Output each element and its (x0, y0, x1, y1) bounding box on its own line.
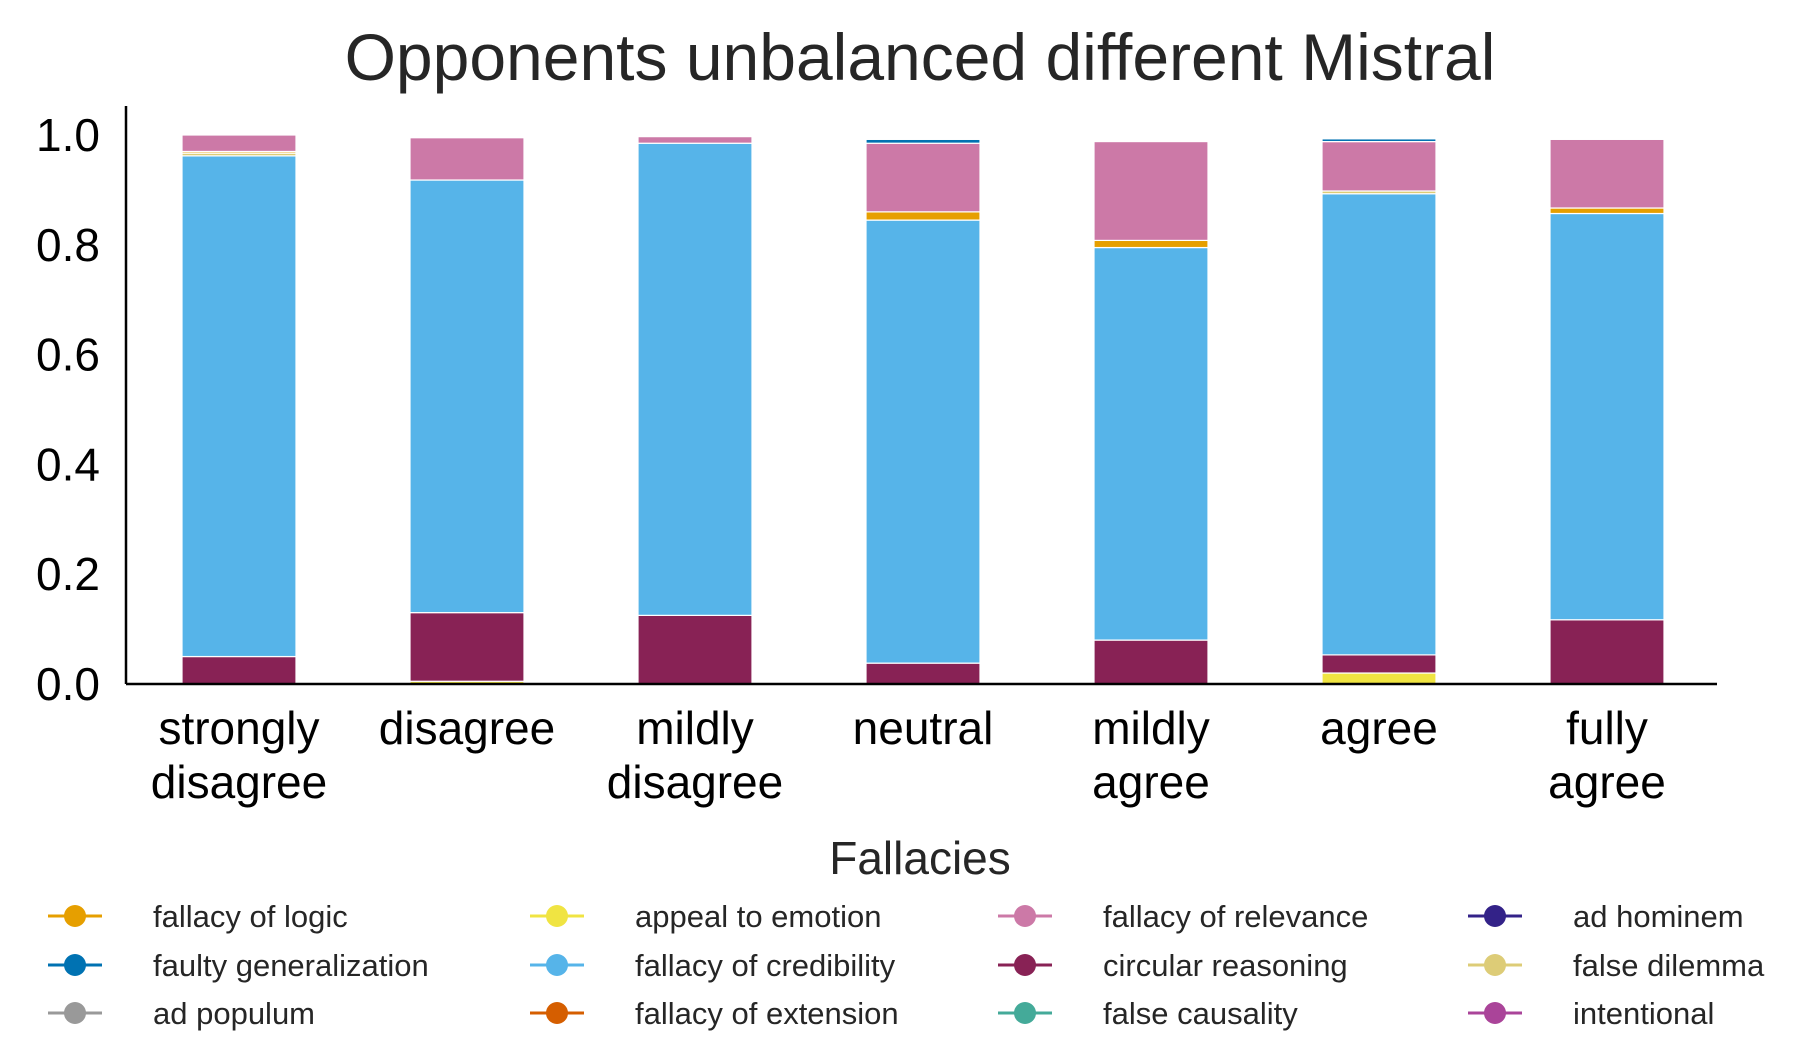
legend-marker-icon (546, 1002, 568, 1024)
x-tick-label-neutral: neutral (853, 702, 994, 754)
bar-segment-fallacy-of-logic-neutral (865, 211, 981, 221)
legend-item-ad-populum: ad populum (48, 996, 315, 1031)
legend-marker-icon (1014, 905, 1036, 927)
bar-segment-faulty-generalization-agree (1321, 138, 1437, 143)
y-tick-label: 0.2 (36, 548, 100, 600)
bar-segment-fallacy-of-logic-fully-agree (1549, 207, 1665, 215)
bar-segment-fallacy-of-credibility-disagree (409, 179, 525, 614)
legend-label: appeal to emotion (635, 899, 881, 934)
x-tick-label-strongly-disagree: strongly disagree (151, 702, 327, 808)
legend-label: fallacy of extension (635, 996, 899, 1031)
legend-label: fallacy of credibility (635, 948, 896, 983)
legend-item-fallacy-of-extension: fallacy of extension (530, 996, 899, 1031)
bar-segment-circular-reasoning-mildly-agree (1093, 639, 1209, 685)
legend-marker-icon (64, 905, 86, 927)
legend-item-fallacy-of-credibility: fallacy of credibility (530, 948, 896, 983)
legend-item-fallacy-of-relevance: fallacy of relevance (998, 899, 1368, 934)
legend-item-fallacy-of-logic: fallacy of logic (48, 899, 348, 934)
legend-marker-icon (1484, 954, 1506, 976)
legend-label: fallacy of logic (153, 899, 348, 934)
legend-marker-icon (1014, 1002, 1036, 1024)
x-tick-label-mildly-agree: mildly agree (1092, 702, 1210, 808)
bar-segment-circular-reasoning-strongly-disagree (181, 655, 297, 685)
bar-segment-fallacy-of-relevance-mildly-disagree (637, 136, 753, 144)
legend-label: false dilemma (1573, 948, 1765, 983)
legend-item-appeal-to-emotion: appeal to emotion (530, 899, 881, 934)
legend-marker-icon (1484, 905, 1506, 927)
bar-segment-fallacy-of-relevance-strongly-disagree (181, 134, 297, 153)
legend-label: ad populum (153, 996, 315, 1031)
bar-segment-circular-reasoning-fully-agree (1549, 619, 1665, 685)
bar-segment-fallacy-of-credibility-mildly-agree (1093, 246, 1209, 641)
legend-marker-icon (546, 905, 568, 927)
bar-segment-fallacy-of-relevance-fully-agree (1549, 138, 1665, 209)
axes-layer: 0.0 0.2 0.4 0.6 0.8 1.0 strongly disagree disagr… (36, 106, 1717, 808)
y-tick-label: 0.0 (36, 658, 100, 710)
bar-segment-faulty-generalization-neutral (865, 138, 981, 144)
legend-label: ad hominem (1573, 899, 1744, 934)
x-tick-label-agree: agree (1320, 702, 1438, 754)
bar-segment-fallacy-of-credibility-fully-agree (1549, 212, 1665, 621)
legend-item-intentional: intentional (1468, 996, 1714, 1031)
legend-item-faulty-generalization: faulty generalization (48, 948, 429, 983)
bar-segment-circular-reasoning-mildly-disagree (637, 614, 753, 685)
y-tick-label: 0.6 (36, 329, 100, 381)
bar-segment-fallacy-of-credibility-neutral (865, 219, 981, 664)
legend-item-false-dilemma: false dilemma (1468, 948, 1765, 983)
legend-label: circular reasoning (1103, 948, 1348, 983)
bar-segment-circular-reasoning-agree (1321, 654, 1437, 674)
legend-label: fallacy of relevance (1103, 899, 1368, 934)
bar-segment-fallacy-of-credibility-mildly-disagree (637, 142, 753, 616)
bar-segment-circular-reasoning-neutral (865, 662, 981, 685)
bar-segment-fallacy-of-relevance-mildly-agree (1093, 140, 1209, 242)
y-tick-label: 0.8 (36, 219, 100, 271)
legend-item-circular-reasoning: circular reasoning (998, 948, 1348, 983)
legend-marker-icon (1014, 954, 1036, 976)
legend: Fallacies fallacy of logic faulty general… (48, 832, 1765, 1031)
x-tick-label-mildly-disagree: mildly disagree (607, 702, 783, 808)
bar-segment-fallacy-of-credibility-strongly-disagree (181, 155, 297, 658)
x-tick-label-fully-agree: fully agree (1548, 702, 1666, 808)
bar-segment-fallacy-of-credibility-agree (1321, 193, 1437, 656)
legend-title: Fallacies (829, 832, 1011, 884)
bar-segment-circular-reasoning-disagree (409, 612, 525, 682)
legend-label: false causality (1103, 996, 1298, 1031)
legend-marker-icon (1484, 1002, 1506, 1024)
legend-item-false-causality: false causality (998, 996, 1298, 1031)
legend-marker-icon (546, 954, 568, 976)
bar-segment-fallacy-of-relevance-disagree (409, 137, 525, 181)
legend-marker-icon (64, 1002, 86, 1024)
legend-label: intentional (1573, 996, 1714, 1031)
chart-title: Opponents unbalanced different Mistral (345, 20, 1496, 94)
bar-segment-fallacy-of-relevance-neutral (865, 142, 981, 213)
bars-layer (181, 134, 1665, 685)
bar-segment-appeal-to-emotion-agree (1321, 672, 1437, 685)
y-tick-label: 1.0 (36, 109, 100, 161)
bar-segment-fallacy-of-logic-mildly-agree (1093, 239, 1209, 249)
legend-label: faulty generalization (153, 948, 429, 983)
x-tick-label-disagree: disagree (379, 702, 555, 754)
y-tick-label: 0.4 (36, 438, 100, 490)
legend-item-ad-hominem: ad hominem (1468, 899, 1744, 934)
bar-segment-fallacy-of-relevance-agree (1321, 140, 1437, 192)
legend-marker-icon (64, 954, 86, 976)
